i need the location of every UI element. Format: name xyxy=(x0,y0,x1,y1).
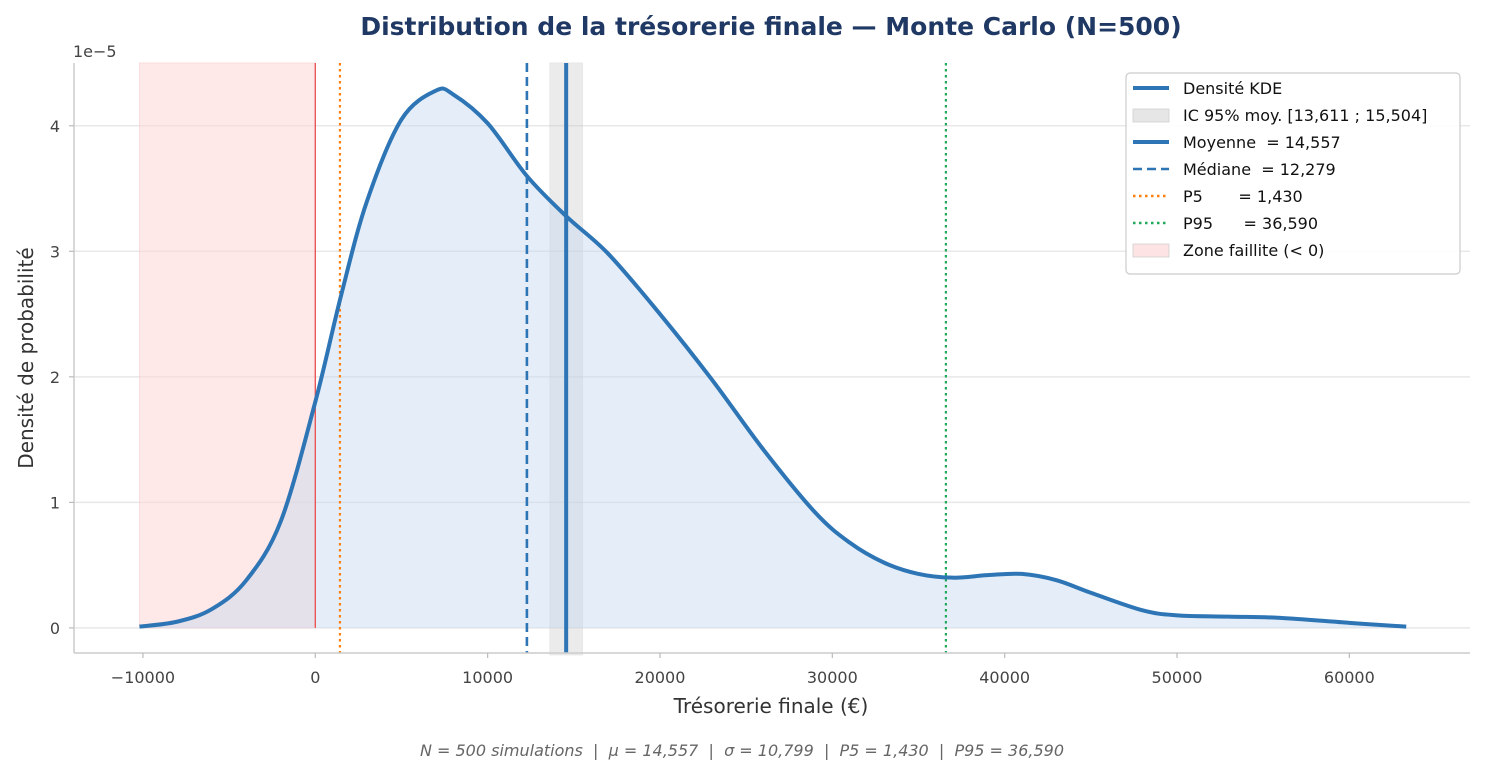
kde-curve xyxy=(139,86,1407,629)
y-tick-label-0: 0 xyxy=(50,619,60,638)
x-tick-label-5: 40000 xyxy=(979,668,1030,687)
x-tick-label-3: 20000 xyxy=(635,668,686,687)
x-tick-label-4: 30000 xyxy=(807,668,858,687)
footnote: N = 500 simulations | μ = 14,557 | σ = 1… xyxy=(420,741,1064,760)
x-tick-label-0: −10000 xyxy=(111,668,175,687)
legend-swatch-1 xyxy=(1132,108,1170,123)
y-tick-label-1: 1 xyxy=(50,493,60,512)
y-tick-label-3: 3 xyxy=(50,242,60,261)
x-tick-label-6: 50000 xyxy=(1152,668,1203,687)
legend-box xyxy=(1125,72,1461,275)
x-axis-label: Trésorerie finale (€) xyxy=(673,694,869,718)
y-tick-label-2: 2 xyxy=(50,368,60,387)
y-axis-label: Densité de probabilité xyxy=(14,247,38,468)
legend-label-2: Moyenne = 14,557 xyxy=(1183,133,1341,152)
kde-area-fill xyxy=(139,88,1407,628)
legend-label-5: P95 = 36,590 xyxy=(1183,214,1318,233)
legend-label-4: P5 = 1,430 xyxy=(1183,187,1303,206)
legend-swatch-6 xyxy=(1132,243,1170,258)
legend: Densité KDE IC 95% moy. [13,611 ; 15,504]… xyxy=(1125,72,1461,275)
y-scale-label: 1e−5 xyxy=(73,42,117,61)
legend-label-6: Zone faillite (< 0) xyxy=(1183,241,1324,260)
plot-area: −10000 0 10000 20000 30000 40000 50000 60000 0 1 2… xyxy=(50,62,1470,687)
x-tick-label-1: 0 xyxy=(310,668,320,687)
bankruptcy-zone xyxy=(138,62,316,629)
legend-label-3: Médiane = 12,279 xyxy=(1183,160,1336,179)
legend-label-0: Densité KDE xyxy=(1183,79,1282,98)
x-tick-label-2: 10000 xyxy=(462,668,513,687)
chart-title: Distribution de la trésorerie finale — M… xyxy=(360,12,1181,41)
legend-label-1: IC 95% moy. [13,611 ; 15,504] xyxy=(1183,106,1427,125)
x-tick-label-7: 60000 xyxy=(1324,668,1375,687)
y-tick-label-4: 4 xyxy=(50,117,60,136)
